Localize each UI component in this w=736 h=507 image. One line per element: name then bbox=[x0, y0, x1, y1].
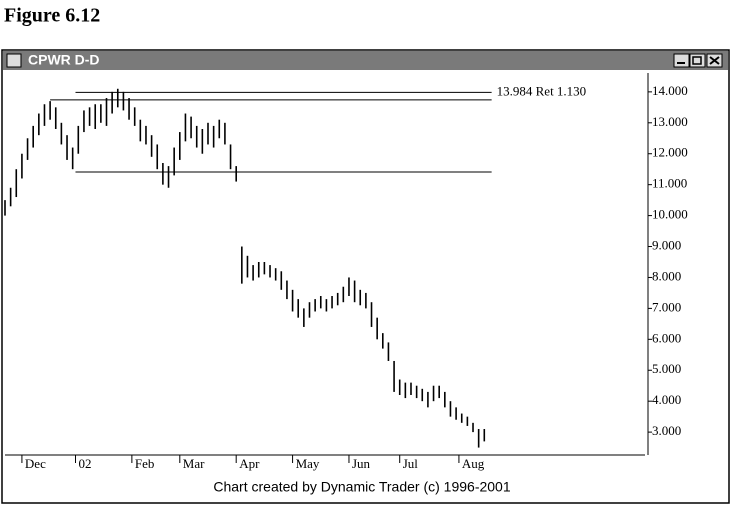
x-tick-label: Dec bbox=[25, 456, 46, 471]
y-tick-label: 13.000 bbox=[652, 114, 688, 129]
y-tick-label: 9.000 bbox=[652, 238, 681, 253]
window-buttons[interactable] bbox=[673, 53, 723, 68]
minimize-button[interactable] bbox=[673, 53, 690, 68]
window-icon bbox=[6, 53, 22, 68]
y-tick-label: 8.000 bbox=[652, 268, 681, 283]
y-tick-label: 12.000 bbox=[652, 145, 688, 160]
y-tick-label: 11.000 bbox=[652, 176, 687, 191]
x-tick-label: Feb bbox=[135, 456, 155, 471]
figure-label: Figure 6.12 bbox=[4, 5, 100, 27]
footer: Chart created by Dynamic Trader (c) 1996… bbox=[213, 479, 510, 495]
y-tick-label: 5.000 bbox=[652, 361, 681, 376]
x-tick-label: Apr bbox=[239, 456, 260, 471]
x-tick-label: Jun bbox=[352, 456, 371, 471]
y-tick-label: 3.000 bbox=[652, 423, 681, 438]
y-tick-label: 14.000 bbox=[652, 83, 688, 98]
title-bar bbox=[3, 51, 728, 70]
annotation-label: 13.984 Ret 1.130 bbox=[497, 83, 587, 98]
y-tick-label: 7.000 bbox=[652, 299, 681, 314]
x-tick-label: Aug bbox=[462, 456, 485, 471]
y-tick-label: 10.000 bbox=[652, 207, 688, 222]
close-glyph bbox=[709, 56, 720, 65]
x-tick-label: May bbox=[296, 456, 320, 471]
y-tick-label: 4.000 bbox=[652, 392, 681, 407]
maximize-glyph bbox=[692, 56, 702, 65]
y-tick-label: 6.000 bbox=[652, 330, 681, 345]
x-tick-label: Jul bbox=[403, 456, 419, 471]
window bbox=[1, 49, 730, 504]
x-tick-label: 02 bbox=[78, 456, 91, 471]
x-tick-label: Mar bbox=[183, 456, 205, 471]
window-title: CPWR D-D bbox=[28, 52, 100, 68]
